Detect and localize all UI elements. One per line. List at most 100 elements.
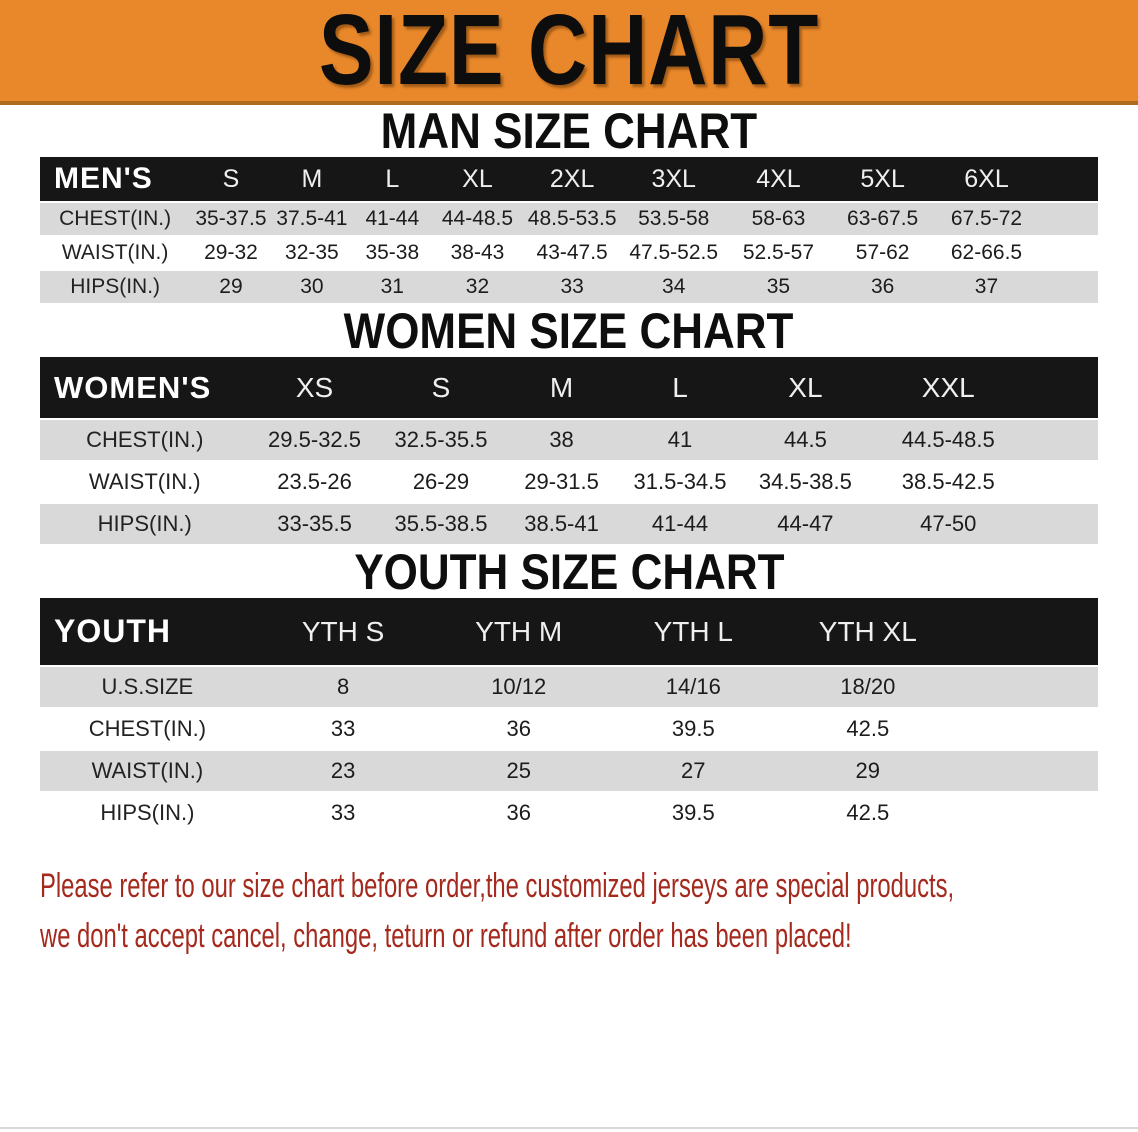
- size-value-cell: 47.5-52.5: [629, 241, 719, 264]
- size-value-cell: 38-43: [450, 241, 505, 264]
- size-value-cell: 27: [681, 758, 706, 783]
- table-category-label: MEN'S: [54, 162, 153, 195]
- size-value-cell: 44-48.5: [441, 207, 514, 230]
- size-value-cell: 37.5-41: [276, 207, 348, 230]
- table-header-row: MEN'S S M L XL 2XL 3XL 4XL 5XL 6XL: [40, 157, 1098, 202]
- heading-text: YOUTH SIZE CHART: [353, 544, 785, 600]
- measurement-row: CHEST(IN.) 29.5-32.5 32.5-35.5 38 41 44.…: [40, 419, 1098, 461]
- measurement-row: WAIST(IN.) 29-32 32-35 35-38 38-43 43-47…: [40, 236, 1098, 270]
- size-value-cell: 8: [336, 674, 350, 699]
- size-value-cell: 31.5-34.5: [633, 469, 727, 494]
- size-value-cell: 38.5-42.5: [901, 469, 995, 494]
- heading-text: WOMEN SIZE CHART: [344, 303, 794, 359]
- size-value-cell: 44-47: [777, 511, 834, 536]
- row-label: HIPS(IN.): [100, 800, 195, 825]
- youth-chart-heading: YOUTH SIZE CHART: [0, 546, 1138, 598]
- table-category-label: WOMEN'S: [54, 369, 212, 405]
- row-label: CHEST(IN.): [59, 207, 172, 230]
- size-value-cell: 29-31.5: [524, 469, 599, 494]
- size-value-cell: 30: [300, 275, 324, 298]
- divider: [0, 1127, 1138, 1129]
- size-value-cell: 42.5: [846, 716, 890, 741]
- size-column-header: S: [431, 371, 451, 403]
- size-value-cell: 35: [766, 275, 791, 298]
- women-chart-heading: WOMEN SIZE CHART: [0, 305, 1138, 357]
- size-column-header: XXL: [921, 371, 975, 403]
- size-value-cell: 58-63: [751, 207, 806, 230]
- size-value-cell: 44.5-48.5: [901, 427, 995, 452]
- size-value-cell: 18/20: [840, 674, 896, 699]
- size-value-cell: 37: [974, 275, 999, 298]
- size-column-header: 4XL: [756, 164, 801, 193]
- measurement-row: U.S.SIZE 8 10/12 14/16 18/20: [40, 666, 1098, 708]
- size-value-cell: 41-44: [365, 207, 420, 230]
- size-column-header: YTH L: [653, 615, 733, 647]
- size-column-header: XL: [788, 371, 823, 403]
- disclaimer-line-2: we don't accept cancel, change, teturn o…: [40, 917, 852, 955]
- women-size-table: WOMEN'S XS S M L XL XXL CHEST(IN.) 29.5-…: [40, 357, 1098, 546]
- row-label: WAIST(IN.): [88, 469, 201, 494]
- row-label: U.S.SIZE: [101, 674, 194, 699]
- size-value-cell: 34: [662, 275, 686, 298]
- row-label: WAIST(IN.): [61, 241, 169, 264]
- size-value-cell: 35.5-38.5: [394, 511, 488, 536]
- size-value-cell: 39.5: [671, 716, 715, 741]
- size-value-cell: 25: [506, 758, 531, 783]
- table-header-row: WOMEN'S XS S M L XL XXL: [40, 357, 1098, 419]
- size-value-cell: 38.5-41: [524, 511, 599, 536]
- size-value-cell: 53.5-58: [638, 207, 710, 230]
- size-column-header: L: [385, 164, 400, 193]
- size-value-cell: 39.5: [671, 800, 715, 825]
- measurement-row: HIPS(IN.) 29 30 31 32 33 34 35 36 37: [40, 270, 1098, 304]
- size-value-cell: 23: [330, 758, 356, 783]
- size-value-cell: 62-66.5: [950, 241, 1023, 264]
- size-value-cell: 23.5-26: [277, 469, 352, 494]
- size-column-header: YTH S: [301, 615, 385, 647]
- size-column-header: YTH M: [475, 615, 563, 647]
- disclaimer-line-1: Please refer to our size chart before or…: [40, 867, 955, 905]
- size-value-cell: 34.5-38.5: [758, 469, 852, 494]
- row-label: CHEST(IN.): [86, 427, 204, 452]
- size-value-cell: 36: [870, 275, 895, 298]
- row-label: WAIST(IN.): [91, 758, 204, 783]
- size-value-cell: 41: [667, 427, 693, 452]
- heading-text: MAN SIZE CHART: [380, 103, 758, 159]
- row-label: HIPS(IN.): [97, 511, 192, 536]
- size-column-header: S: [222, 164, 240, 193]
- size-column-header: 5XL: [860, 164, 905, 193]
- row-label: HIPS(IN.): [70, 275, 161, 298]
- youth-size-table: YOUTH YTH S YTH M YTH L YTH XL U.S.SIZE …: [40, 598, 1098, 835]
- size-column-header: L: [672, 371, 688, 403]
- size-column-header: M: [549, 371, 574, 403]
- table-header-row: YOUTH YTH S YTH M YTH L YTH XL: [40, 598, 1098, 666]
- measurement-row: HIPS(IN.) 33-35.5 35.5-38.5 38.5-41 41-4…: [40, 503, 1098, 545]
- size-value-cell: 29-32: [204, 241, 258, 264]
- size-value-cell: 29: [855, 758, 881, 783]
- size-value-cell: 57-62: [855, 241, 910, 264]
- banner: SIZE CHART: [0, 0, 1138, 105]
- measurement-row: WAIST(IN.) 23 25 27 29: [40, 750, 1098, 792]
- size-value-cell: 36: [506, 800, 531, 825]
- size-value-cell: 63-67.5: [847, 207, 919, 230]
- size-column-header: XL: [462, 164, 493, 193]
- measurement-row: WAIST(IN.) 23.5-26 26-29 29-31.5 31.5-34…: [40, 461, 1098, 503]
- size-column-header: 6XL: [964, 164, 1009, 193]
- size-value-cell: 32-35: [285, 241, 339, 264]
- size-value-cell: 41-44: [651, 511, 709, 536]
- measurement-row: HIPS(IN.) 33 36 39.5 42.5: [40, 792, 1098, 834]
- size-value-cell: 29: [219, 275, 243, 298]
- men-chart-heading: MAN SIZE CHART: [0, 105, 1138, 157]
- size-value-cell: 67.5-72: [950, 207, 1023, 230]
- size-column-header: M: [301, 164, 323, 193]
- size-value-cell: 42.5: [846, 800, 890, 825]
- measurement-row: CHEST(IN.) 33 36 39.5 42.5: [40, 708, 1098, 750]
- size-column-header: YTH XL: [818, 615, 917, 647]
- size-value-cell: 26-29: [412, 469, 470, 494]
- size-value-cell: 29.5-32.5: [268, 427, 362, 452]
- size-value-cell: 36: [506, 716, 531, 741]
- size-column-header: XS: [295, 371, 334, 403]
- measurement-row: CHEST(IN.) 35-37.5 37.5-41 41-44 44-48.5…: [40, 202, 1098, 236]
- size-value-cell: 32: [465, 275, 490, 298]
- size-value-cell: 33: [330, 800, 356, 825]
- size-value-cell: 48.5-53.5: [527, 207, 617, 230]
